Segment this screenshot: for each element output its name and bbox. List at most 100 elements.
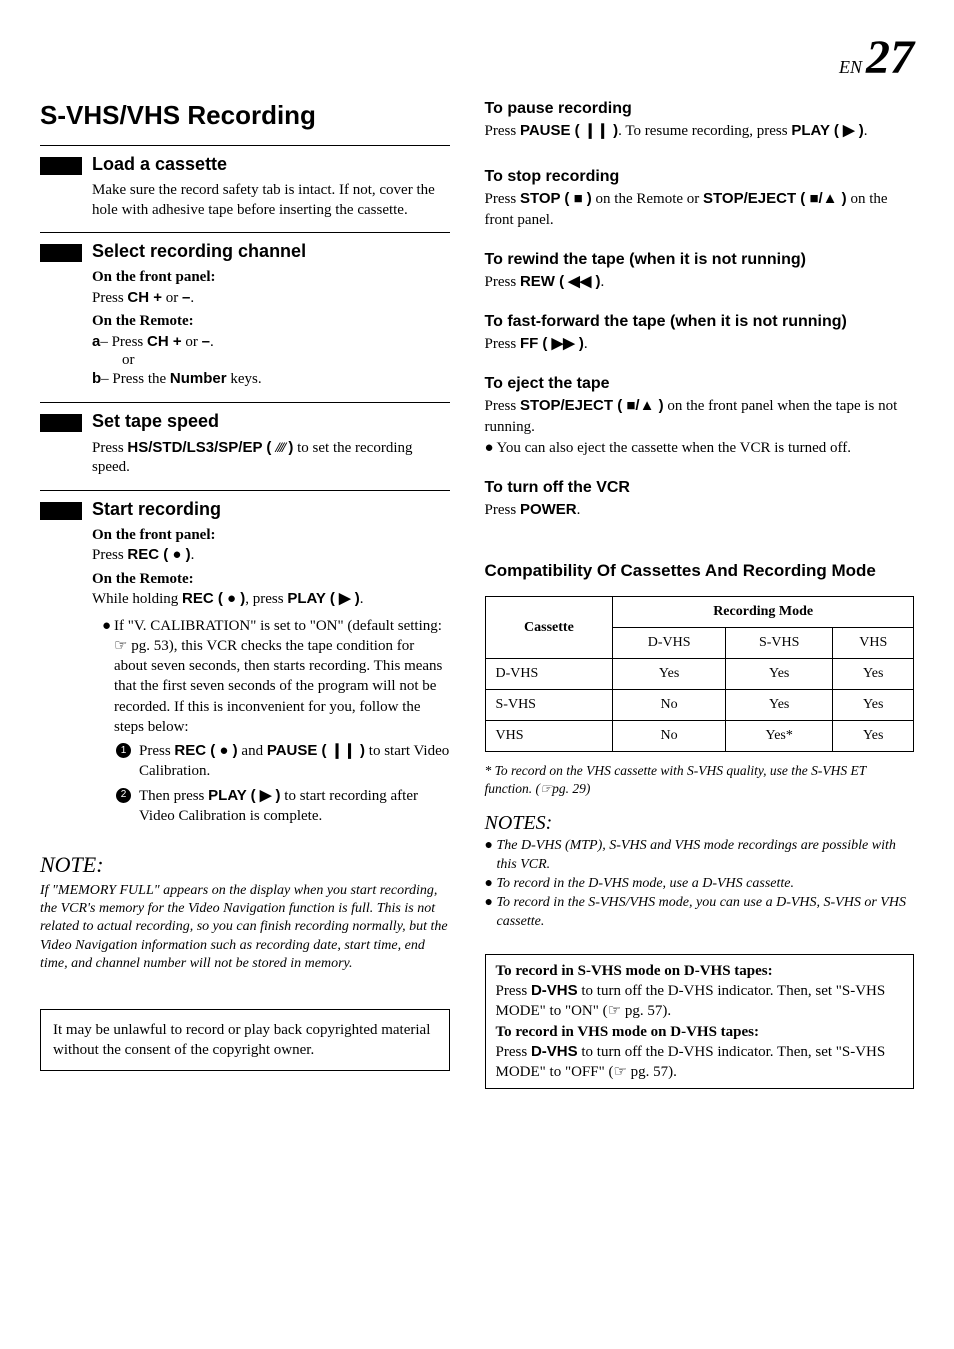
notes-heading: NOTES: [485,812,914,835]
stop-heading: To stop recording [485,168,914,186]
bullet-icon: ● [485,875,497,894]
table-row: S-VHS No Yes Yes [485,690,913,721]
or-text: or [122,352,450,369]
text: POWER [520,501,577,518]
rewind-heading: To rewind the tape (when it is not runni… [485,251,914,269]
note-heading: NOTE: [40,852,450,878]
option-a: a– Press CH + or –. [92,332,450,353]
text: D-VHS [531,1043,578,1060]
step2-body: On the front panel: Press CH + or –. On … [92,268,450,390]
step1-title: Load a cassette [92,154,227,175]
notes-text: To record in the S-VHS/VHS mode, you can… [497,894,914,932]
text: CH + [147,333,182,350]
cell: Yes* [725,721,833,752]
text: Press [92,440,127,456]
cell: Yes [833,690,914,721]
step-rule [40,402,450,403]
text: . To resume recording, press [618,123,791,139]
rewind-body: Press REW ( ◀◀ ). [485,271,914,293]
tip-step-2-text: Then press PLAY ( ▶ ) to start recording… [139,786,450,827]
step2-header: Select recording channel [40,241,450,262]
notes-text: To record in the D-VHS mode, use a D-VHS… [497,875,794,894]
text: PLAY ( ▶ ) [791,122,863,139]
remote-action: While holding REC ( ● ), press PLAY ( ▶ … [92,589,450,610]
text: . [584,336,588,352]
note-body: If "MEMORY FULL" appears on the display … [40,882,450,973]
step3-title: Set tape speed [92,411,219,432]
text: STOP/EJECT ( ■/▲ ) [703,190,847,207]
cassette-header: Cassette [485,597,613,659]
step-rule [40,232,450,233]
bullet-icon: ● [485,438,497,459]
step-rule [40,490,450,491]
text: CH + [127,289,162,306]
text: or [182,334,202,350]
step-rule [40,145,450,146]
text: Press [92,547,127,563]
text: . [190,290,194,306]
eject-bullet-text: You can also eject the cassette when the… [497,438,852,459]
record-mode-box: To record in S-VHS mode on D-VHS tapes: … [485,954,914,1090]
front-panel-label: On the front panel: [92,268,450,288]
copyright-box: It may be unlawful to record or play bac… [40,1009,450,1072]
tip-intro-text: If "V. CALIBRATION" is set to "ON" (defa… [114,616,450,738]
text: Press [496,983,531,999]
text: . [191,547,195,563]
tip-intro: ● If "V. CALIBRATION" is set to "ON" (de… [102,616,450,738]
text: . [210,334,214,350]
cell: No [613,690,726,721]
text: REC ( ● ) [174,742,237,759]
text: Number [170,370,227,387]
page-number: 27 [866,30,914,85]
eject-body: Press STOP/EJECT ( ■/▲ ) on the front pa… [485,395,914,438]
text: HS/STD/LS3/SP/EP ( [127,439,275,456]
text: Press [92,290,127,306]
text: PAUSE ( ❙❙ ) [267,742,365,759]
text: Press [139,743,174,759]
text: Then press [139,788,208,804]
text: STOP/EJECT ( ■/▲ ) [520,397,664,414]
notes-item: ●To record in the D-VHS mode, use a D-VH… [485,875,914,894]
front-panel-body: Press CH + or –. [92,288,450,309]
bullet-icon: ● [485,837,497,875]
row-label: S-VHS [485,690,613,721]
col-header: D-VHS [613,628,726,659]
eject-bullet: ● You can also eject the cassette when t… [485,438,914,459]
ff-body: Press FF ( ▶▶ ). [485,333,914,355]
text: Press [485,274,520,290]
text: . [577,502,581,518]
bullet-icon: ● [485,894,497,932]
record-svhs-body: Press D-VHS to turn off the D-VHS indica… [496,981,903,1022]
tip-steps: 1 Press REC ( ● ) and PAUSE ( ❙❙ ) to st… [116,741,450,826]
cell: Yes [725,659,833,690]
step4-body: On the front panel: Press REC ( ● ). On … [92,526,450,827]
text: REC ( ● ) [127,546,190,563]
pause-body: Press PAUSE ( ❙❙ ). To resume recording,… [485,120,914,142]
record-vhs-body: Press D-VHS to turn off the D-VHS indica… [496,1042,903,1083]
tip-step-1: 1 Press REC ( ● ) and PAUSE ( ❙❙ ) to st… [116,741,450,782]
eject-heading: To eject the tape [485,375,914,393]
notes-item: ●To record in the S-VHS/VHS mode, you ca… [485,894,914,932]
main-title: S-VHS/VHS Recording [40,100,450,131]
text: STOP ( ■ ) [520,190,592,207]
compat-heading: Compatibility Of Cassettes And Recording… [485,561,914,581]
row-label: VHS [485,721,613,752]
text: Press [485,336,520,352]
page-header: EN 27 [40,30,914,85]
option-b: b– Press the Number keys. [92,369,450,390]
tip-step-1-text: Press REC ( ● ) and PAUSE ( ❙❙ ) to star… [139,741,450,782]
text: . [864,123,868,139]
text: , press [245,591,287,607]
notes-list: ●The D-VHS (MTP), S-VHS and VHS mode rec… [485,837,914,931]
step2-title: Select recording channel [92,241,306,262]
col-header: S-VHS [725,628,833,659]
text: – Press [100,334,147,350]
cell: Yes [833,659,914,690]
text: PLAY ( ▶ ) [208,787,280,804]
text: D-VHS [531,982,578,999]
recording-mode-header: Recording Mode [613,597,914,628]
text: Press [485,502,520,518]
cell: No [613,721,726,752]
bullet-icon: ● [102,616,114,738]
text: keys. [227,371,262,387]
